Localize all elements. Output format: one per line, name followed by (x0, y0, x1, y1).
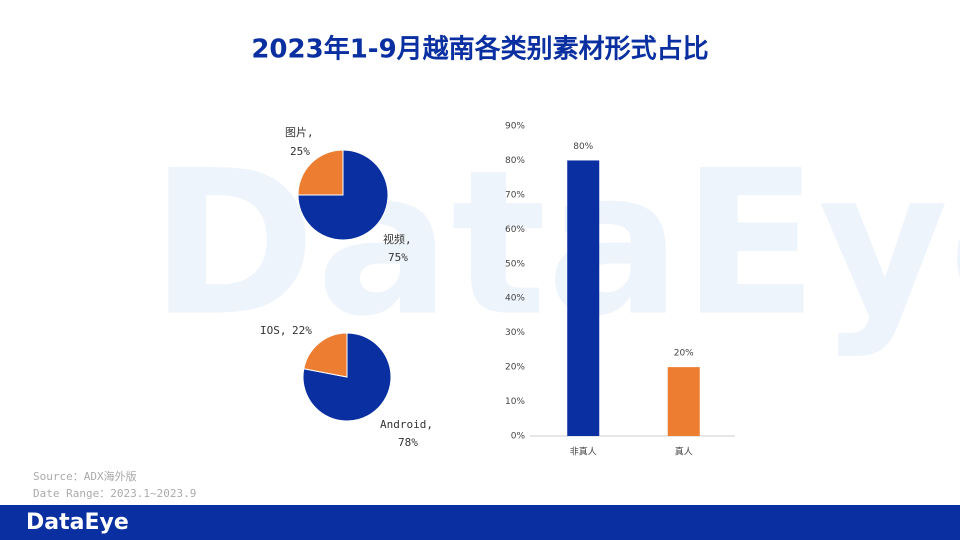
x-tick-label: 非真人 (570, 446, 597, 458)
y-tick-label: 40% (505, 294, 525, 304)
pie-slice (297, 149, 344, 196)
slice-value: 25% (290, 145, 310, 158)
slice-label: IOS, (260, 324, 287, 337)
slice-label: 图片, (285, 126, 314, 139)
watermark: DataEye (150, 128, 960, 361)
y-tick-label: 30% (505, 328, 525, 338)
x-tick-label: 真人 (675, 446, 693, 458)
date-range: Date Range：2023.1~2023.9 (33, 487, 196, 500)
footer-bar (0, 505, 960, 540)
logo: DataEye (26, 510, 129, 535)
y-tick-label: 10% (505, 397, 525, 407)
y-tick-label: 90% (505, 122, 525, 132)
slide-title: 2023年1-9月越南各类别素材形式占比 (251, 34, 708, 65)
value-label: 20% (674, 349, 694, 359)
y-tick-label: 50% (505, 259, 525, 269)
y-tick-label: 0% (511, 432, 526, 442)
slice-value: 78% (398, 436, 418, 449)
bar (567, 160, 600, 436)
y-tick-label: 20% (505, 363, 525, 373)
y-tick-label: 70% (505, 190, 525, 200)
slice-value: 75% (388, 251, 408, 264)
slice-label: 视频, (383, 232, 412, 246)
y-tick-label: 60% (505, 225, 525, 235)
source: Source：ADX海外版 (33, 469, 137, 483)
y-tick-label: 80% (505, 156, 525, 166)
slice-label: Android, (380, 418, 433, 431)
bar (667, 367, 700, 436)
slice-value: 22% (292, 324, 312, 337)
pie-slice (297, 149, 389, 241)
value-label: 80% (573, 142, 593, 152)
pie-slice (303, 332, 348, 378)
